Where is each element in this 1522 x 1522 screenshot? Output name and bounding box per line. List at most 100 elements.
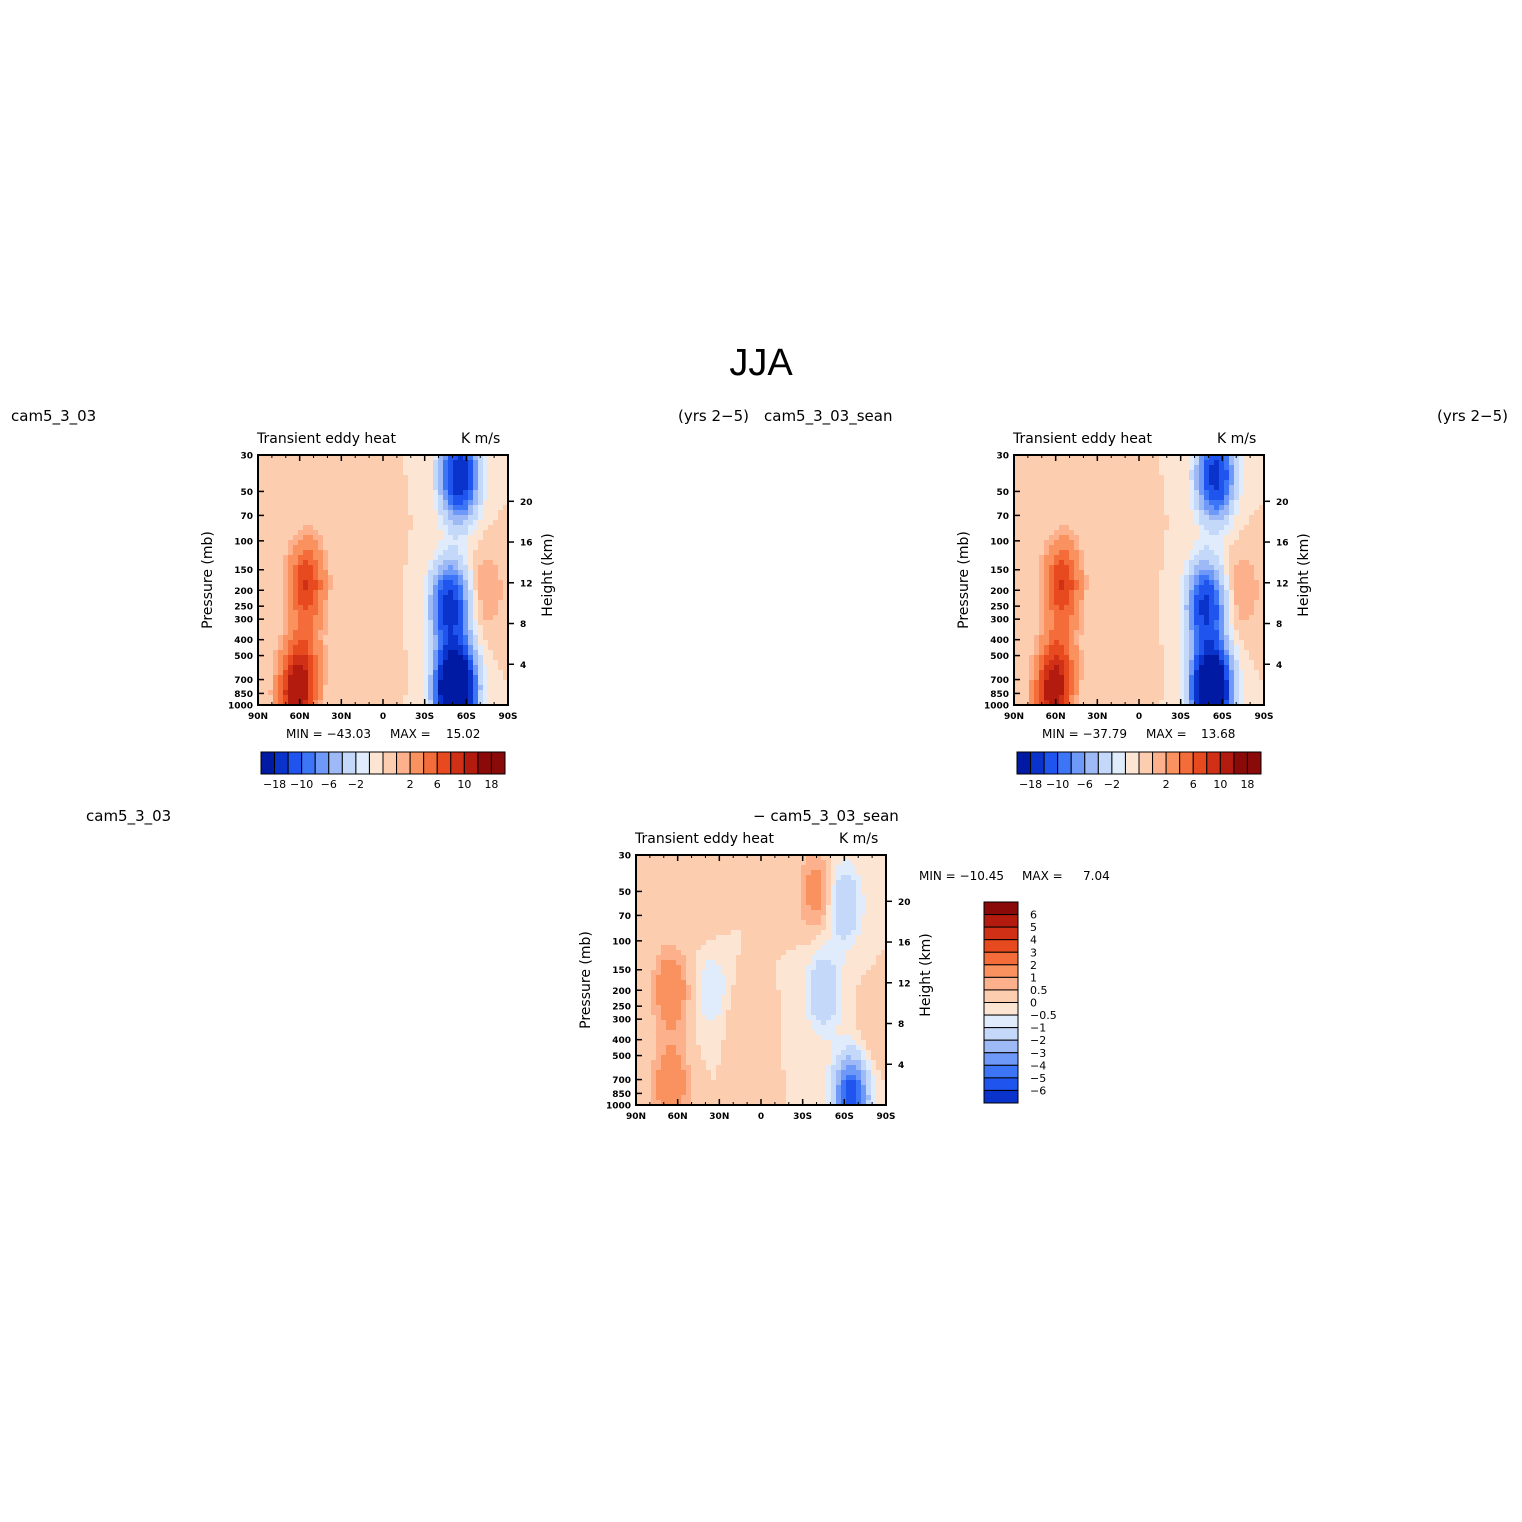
contour-cell — [1054, 605, 1060, 611]
contour-cell — [388, 645, 394, 651]
contour-cell — [388, 600, 394, 606]
contour-cell — [258, 670, 264, 676]
contour-cell — [1149, 580, 1155, 586]
contour-cell — [1074, 570, 1080, 576]
contour-cell — [1064, 510, 1070, 516]
contour-cell — [328, 675, 334, 681]
contour-cell — [398, 515, 404, 521]
contour-cell — [283, 575, 289, 581]
contour-cell — [298, 595, 304, 601]
contour-cell — [268, 665, 274, 671]
contour-cell — [1064, 690, 1070, 696]
contour-cell — [388, 680, 394, 686]
contour-cell — [1199, 535, 1205, 541]
contour-cell — [1134, 580, 1140, 586]
contour-cell — [478, 615, 484, 621]
contour-cell — [1189, 505, 1195, 511]
contour-cell — [1159, 505, 1165, 511]
contour-cell — [378, 480, 384, 486]
contour-cell — [438, 480, 444, 486]
contour-cell — [428, 470, 434, 476]
contour-cell — [363, 480, 369, 486]
contour-cell — [1204, 520, 1210, 526]
colorbar-label: −2 — [348, 778, 364, 791]
contour-cell — [1064, 485, 1070, 491]
contour-cell — [418, 525, 424, 531]
contour-cell — [1099, 630, 1105, 636]
colorbar-box — [436, 751, 452, 775]
contour-cell — [1019, 675, 1025, 681]
contour-cell — [493, 560, 499, 566]
contour-cell — [318, 455, 324, 461]
contour-cell — [348, 530, 354, 536]
contour-cell — [393, 495, 399, 501]
contour-cell — [358, 685, 364, 691]
contour-cell — [1034, 660, 1040, 666]
contour-cell — [1064, 535, 1070, 541]
contour-cell — [1199, 690, 1205, 696]
contour-cell — [1019, 635, 1025, 641]
contour-cell — [318, 465, 324, 471]
contour-cell — [493, 580, 499, 586]
contour-cell — [288, 520, 294, 526]
contour-cell — [1054, 475, 1060, 481]
contour-cell — [478, 630, 484, 636]
contour-cell — [1124, 475, 1130, 481]
contour-cell — [1189, 640, 1195, 646]
contour-cell — [278, 635, 284, 641]
contour-cell — [263, 575, 269, 581]
contour-cell — [268, 690, 274, 696]
contour-cell — [378, 475, 384, 481]
contour-cell — [423, 475, 429, 481]
contour-cell — [1039, 695, 1045, 701]
contour-cell — [453, 655, 459, 661]
contour-cell — [403, 560, 409, 566]
contour-cell — [1099, 665, 1105, 671]
contour-cell — [1029, 500, 1035, 506]
contour-cell — [383, 480, 389, 486]
contour-cell — [1124, 660, 1130, 666]
contour-cell — [1224, 690, 1230, 696]
contour-cell — [373, 505, 379, 511]
contour-cell — [1114, 580, 1120, 586]
contour-cell — [363, 565, 369, 571]
contour-cell — [1104, 645, 1110, 651]
contour-cell — [368, 490, 374, 496]
contour-cell — [483, 605, 489, 611]
contour-cell — [1039, 515, 1045, 521]
contour-cell — [1119, 575, 1125, 581]
contour-cell — [333, 560, 339, 566]
contour-cell — [373, 675, 379, 681]
contour-cell — [1244, 670, 1250, 676]
contour-cell — [1109, 655, 1115, 661]
contour-cell — [1199, 500, 1205, 506]
contour-cell — [1059, 635, 1065, 641]
contour-cell — [308, 570, 314, 576]
contour-cell — [373, 545, 379, 551]
contour-cell — [1159, 565, 1165, 571]
contour-cell — [333, 475, 339, 481]
colorbar-box — [314, 751, 330, 775]
contour-cell — [268, 575, 274, 581]
contour-cell — [1014, 685, 1020, 691]
contour-cell — [383, 515, 389, 521]
contour-cell — [298, 605, 304, 611]
contour-cell — [1219, 605, 1225, 611]
contour-cell — [418, 555, 424, 561]
contour-cell — [313, 525, 319, 531]
contour-cell — [1114, 610, 1120, 616]
contour-cell — [1239, 475, 1245, 481]
contour-cell — [323, 655, 329, 661]
contour-cell — [493, 520, 499, 526]
contour-cell — [348, 505, 354, 511]
contour-cell — [403, 680, 409, 686]
contour-cell — [478, 640, 484, 646]
contour-cell — [368, 575, 374, 581]
contour-cell — [1044, 465, 1050, 471]
contour-cell — [303, 605, 309, 611]
contour-cell — [1184, 480, 1190, 486]
contour-cell — [1069, 455, 1075, 461]
contour-cell — [1139, 455, 1145, 461]
contour-cell — [418, 580, 424, 586]
contour-cell — [423, 615, 429, 621]
